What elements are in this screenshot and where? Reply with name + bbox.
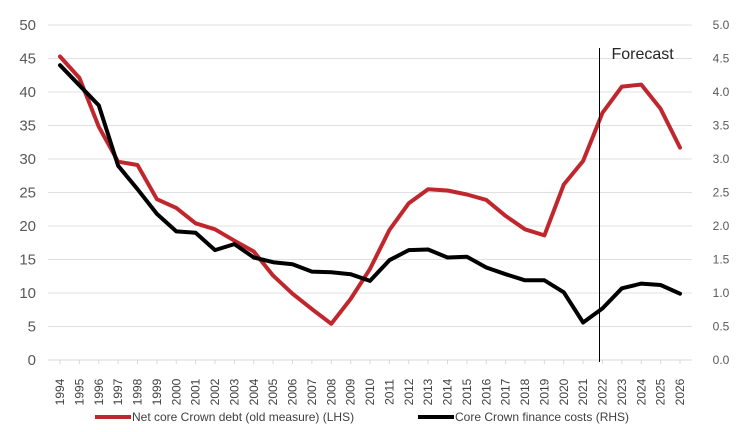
x-tick-label: 2015	[460, 378, 474, 405]
x-tick-label: 2001	[189, 378, 203, 405]
x-tick-label: 2005	[266, 378, 280, 405]
left-tick-label: 20	[19, 218, 36, 235]
x-tick-label: 1998	[131, 378, 145, 405]
legend-label-debt: Net core Crown debt (old measure) (LHS)	[132, 410, 354, 424]
left-tick-label: 40	[19, 84, 36, 101]
x-tick-label: 2014	[441, 378, 455, 405]
x-tick-label: 1999	[150, 378, 164, 405]
left-tick-label: 25	[19, 185, 36, 202]
x-tick-label: 1995	[72, 378, 86, 405]
x-axis: 1994 1995 1996 1997 1998 1999 2000 2001 2002 2003…	[53, 360, 687, 405]
x-tick-label: 2008	[324, 378, 338, 405]
x-tick-label: 2000	[169, 378, 183, 405]
right-tick-label: 4.5	[713, 52, 730, 66]
x-tick-label: 2020	[557, 378, 571, 405]
net-core-crown-debt-line	[58, 54, 682, 326]
x-tick-label: 2019	[537, 378, 551, 405]
right-tick-label: 1.5	[713, 253, 730, 267]
gridlines	[48, 24, 692, 361]
right-tick-label: 5.0	[713, 18, 730, 32]
x-tick-label: 2024	[634, 378, 648, 405]
x-tick-label: 1994	[53, 378, 67, 405]
left-tick-label: 45	[19, 51, 36, 68]
right-tick-label: 1.0	[713, 286, 730, 300]
x-tick-label: 2009	[344, 378, 358, 405]
left-tick-label: 30	[19, 151, 36, 168]
left-tick-label: 35	[19, 118, 36, 135]
right-tick-label: 4.0	[713, 85, 730, 99]
x-tick-label: 2022	[596, 378, 610, 405]
right-tick-label: 3.5	[713, 119, 730, 133]
x-tick-label: 2017	[499, 378, 513, 405]
x-tick-label: 2004	[247, 378, 261, 405]
x-tick-label: 2023	[615, 378, 629, 405]
x-tick-label: 2010	[363, 378, 377, 405]
core-crown-finance-costs-line	[58, 63, 682, 325]
left-tick-label: 15	[19, 252, 36, 269]
x-tick-label: 2026	[673, 378, 687, 405]
left-tick-label: 50	[19, 17, 36, 34]
x-tick-label: 2021	[576, 378, 590, 405]
left-y-axis: 0 5 10 15 20 25 30 35 40 45 50	[19, 17, 36, 369]
x-tick-label: 1997	[111, 378, 125, 405]
x-tick-label: 2011	[382, 379, 396, 405]
x-tick-label: 2002	[208, 378, 222, 405]
x-tick-label: 2016	[479, 378, 493, 405]
x-tick-label: 1996	[92, 378, 106, 405]
x-tick-label: 2018	[518, 378, 532, 405]
x-tick-label: 2025	[654, 378, 668, 405]
x-tick-label: 2007	[305, 378, 319, 405]
x-tick-label: 2013	[421, 378, 435, 405]
x-tick-label: 2012	[402, 378, 416, 405]
left-tick-label: 5	[28, 319, 36, 336]
right-tick-label: 3.0	[713, 152, 730, 166]
right-tick-label: 0.5	[713, 320, 730, 334]
right-y-axis: 0.0 0.5 1.0 1.5 2.0 2.5 3.0 3.5 4.0 4.5 5.0	[713, 18, 730, 367]
x-tick-label: 2006	[286, 378, 300, 405]
left-tick-label: 0	[28, 352, 36, 369]
right-tick-label: 2.0	[713, 219, 730, 233]
series-lines	[58, 54, 682, 326]
legend-label-finance-costs: Core Crown finance costs (RHS)	[455, 410, 629, 424]
forecast-label: Forecast	[612, 46, 675, 63]
right-tick-label: 2.5	[713, 186, 730, 200]
legend: Net core Crown debt (old measure) (LHS) C…	[95, 410, 629, 424]
x-tick-label: 2003	[227, 378, 241, 405]
right-tick-label: 0.0	[713, 353, 730, 367]
left-tick-label: 10	[19, 285, 36, 302]
forecast-annotation: Forecast	[599, 46, 675, 362]
